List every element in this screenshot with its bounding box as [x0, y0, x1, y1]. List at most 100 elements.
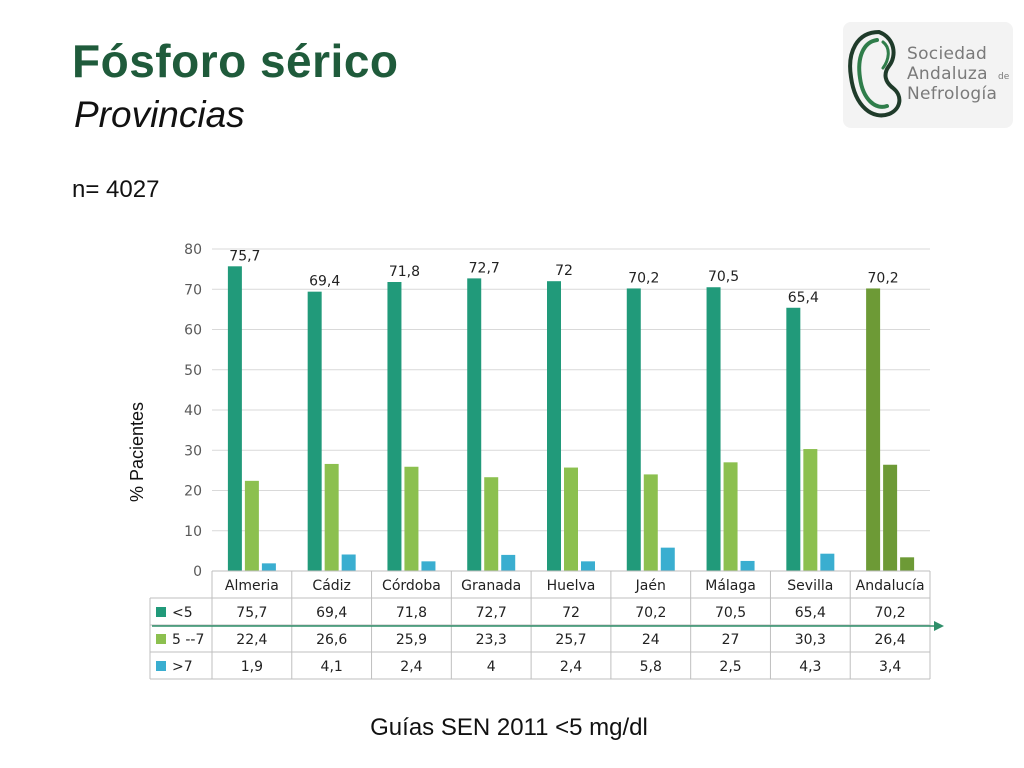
y-tick-label: 40 [184, 403, 202, 419]
table-cell: 72,7 [476, 605, 507, 621]
society-logo: Sociedad Andaluza de Nefrología [843, 22, 1013, 128]
table-cell: 70,5 [715, 605, 746, 621]
y-tick-label: 10 [184, 524, 202, 540]
data-label: 75,7 [229, 248, 260, 264]
logo-line-3: Nefrología [907, 84, 998, 104]
table-cell: 23,3 [476, 632, 507, 648]
table-cell: 26,6 [316, 632, 347, 648]
bar [467, 278, 482, 571]
logo-de: de [998, 72, 1010, 82]
data-label: 70,2 [868, 270, 899, 286]
y-tick-label: 60 [184, 323, 202, 339]
guideline-footnote-text: Guías SEN 2011 <5 mg/dl [370, 714, 648, 741]
bar [227, 266, 242, 571]
data-label: 70,5 [708, 269, 739, 285]
slide-title: Fósforo sérico [72, 35, 399, 87]
legend-label: 5 --7 [172, 632, 204, 648]
table-cell: 1,9 [241, 659, 263, 675]
table-cell: 4,3 [799, 659, 821, 675]
bar [484, 477, 499, 571]
bar [723, 462, 738, 571]
bar [900, 557, 915, 571]
data-label: 70,2 [628, 270, 659, 286]
bar [581, 561, 595, 571]
bar [786, 307, 801, 571]
sample-size: n= 4027 [72, 176, 160, 203]
data-label: 69,4 [309, 274, 340, 290]
bar [261, 563, 276, 571]
bar [404, 466, 419, 571]
x-category-label: Córdoba [382, 578, 441, 594]
bar [803, 449, 818, 571]
bar [740, 560, 755, 571]
bar [307, 291, 322, 571]
bar [547, 281, 561, 571]
data-label: 65,4 [788, 290, 819, 306]
table-cell: 30,3 [795, 632, 826, 648]
bar [660, 547, 675, 571]
bar [324, 463, 339, 571]
guideline-footnote: Guías SEN 2011 <5 mg/dl [0, 714, 1024, 742]
bar [564, 467, 578, 571]
bar [883, 464, 898, 571]
y-tick-label: 0 [193, 564, 202, 580]
x-category-label: Málaga [705, 578, 756, 594]
y-tick-label: 30 [184, 443, 202, 459]
table-cell: 2,4 [560, 659, 582, 675]
arrow-head-icon [934, 621, 944, 631]
legend-label: >7 [172, 659, 193, 675]
table-cell: 27 [722, 632, 740, 648]
table-cell: 2,4 [400, 659, 422, 675]
y-tick-label: 70 [184, 282, 202, 298]
table-cell: 70,2 [635, 605, 666, 621]
bar [244, 480, 259, 571]
table-cell: 69,4 [316, 605, 347, 621]
table-cell: 65,4 [795, 605, 826, 621]
table-cell: 26,4 [875, 632, 906, 648]
table-cell: 25,7 [555, 632, 586, 648]
legend-key [156, 661, 166, 671]
bar [820, 553, 835, 571]
bar [501, 554, 516, 571]
bar [866, 288, 881, 571]
slide-subtitle: Provincias [74, 94, 245, 135]
table-cell: 71,8 [396, 605, 427, 621]
logo-line-2: Andaluza [907, 64, 988, 84]
legend-label: <5 [172, 605, 193, 621]
table-cell: 70,2 [875, 605, 906, 621]
table-cell: 5,8 [640, 659, 662, 675]
data-label: 72 [555, 263, 573, 279]
table-cell: 4 [487, 659, 496, 675]
table-cell: 22,4 [236, 632, 267, 648]
bar [421, 561, 436, 571]
x-category-label: Jaén [635, 578, 666, 594]
y-tick-label: 20 [184, 484, 202, 500]
x-category-label: Andalucía [856, 578, 925, 594]
table-cell: 75,7 [236, 605, 267, 621]
bar [706, 287, 721, 571]
table-cell: 3,4 [879, 659, 901, 675]
legend-key [156, 634, 166, 644]
table-cell: 25,9 [396, 632, 427, 648]
y-tick-label: 50 [184, 363, 202, 379]
data-label: 72,7 [469, 260, 500, 276]
table-cell: 24 [642, 632, 660, 648]
y-tick-label: 80 [184, 242, 202, 258]
data-label: 71,8 [389, 264, 420, 280]
x-category-label: Huelva [547, 578, 596, 594]
x-category-label: Granada [461, 578, 521, 594]
bar [341, 554, 356, 571]
kidney-logo-icon [848, 29, 902, 118]
y-axis-title: % Pacientes [127, 402, 147, 502]
x-category-label: Cádiz [312, 578, 350, 594]
x-category-label: Sevilla [787, 578, 833, 594]
table-cell: 4,1 [321, 659, 343, 675]
bar [387, 282, 402, 571]
bar [643, 474, 658, 571]
logo-line-1: Sociedad [907, 44, 988, 64]
legend-key [156, 607, 166, 617]
table-cell: 72 [562, 605, 580, 621]
table-cell: 2,5 [719, 659, 741, 675]
bar [626, 288, 641, 571]
